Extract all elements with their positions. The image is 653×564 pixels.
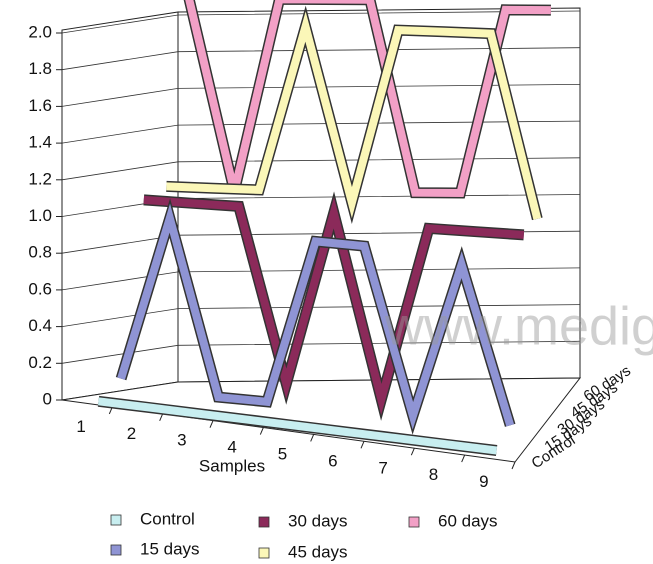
legend-swatch (110, 514, 122, 526)
ribbon (143, 195, 525, 416)
y-tick-label: 0.4 (28, 316, 52, 335)
x-tick (360, 441, 365, 449)
grid-line (61, 157, 581, 181)
legend-label: 30 days (288, 511, 348, 530)
y-tick-label: 1.6 (28, 96, 52, 115)
grid-line (61, 84, 581, 107)
plot-area (97, 0, 551, 456)
watermark: www.medig (384, 296, 653, 356)
grid-line (61, 47, 581, 71)
ribbon (166, 11, 542, 220)
x-tick (410, 448, 415, 456)
y-tick-label: 1.8 (28, 59, 52, 78)
y-tick-label: 0.2 (28, 353, 52, 372)
y-tick-label: 2.0 (28, 22, 52, 41)
y-tick-label: 0 (43, 389, 52, 408)
x-tick-label: 7 (378, 458, 387, 477)
grid-line (61, 10, 581, 34)
x-tick-label: 9 (479, 472, 488, 491)
x-tick-label: 8 (429, 465, 438, 484)
y-tick-label: 1.0 (28, 206, 52, 225)
x-tick-label: 1 (76, 417, 85, 436)
ribbon (98, 397, 498, 455)
x-tick (209, 420, 214, 428)
legend-swatch (258, 516, 270, 528)
legend-swatch (110, 544, 122, 556)
legend-label: 45 days (288, 542, 348, 561)
legend-swatch (408, 516, 420, 528)
legend-label: Control (140, 509, 195, 528)
y-tick-label: 1.2 (28, 169, 52, 188)
ribbon (185, 0, 551, 198)
x-axis-title: Samples (199, 456, 265, 475)
y-tick-label: 1.4 (28, 133, 52, 152)
x-tick (461, 454, 466, 463)
x-tick-label: 5 (278, 444, 287, 463)
x-tick (159, 413, 164, 421)
legend-label: 60 days (438, 511, 498, 530)
ribbon (117, 203, 515, 430)
x-tick (310, 434, 315, 442)
legend-label: 15 days (140, 539, 200, 558)
x-tick (259, 427, 264, 435)
legend-swatch (258, 547, 270, 559)
x-tick-label: 4 (227, 438, 236, 457)
grid-line (61, 340, 581, 364)
y-tick-label: 0.8 (28, 243, 52, 262)
grid-line (61, 267, 581, 291)
x-tick-label: 3 (177, 431, 186, 450)
y-tick-label: 0.6 (28, 279, 52, 298)
x-tick (511, 461, 516, 470)
grid-line (61, 120, 581, 144)
x-tick-label: 6 (328, 451, 337, 470)
x-tick-label: 2 (127, 424, 136, 443)
